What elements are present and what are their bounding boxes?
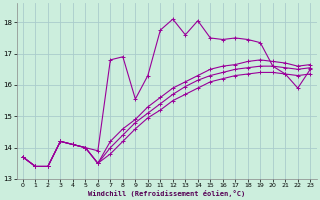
X-axis label: Windchill (Refroidissement éolien,°C): Windchill (Refroidissement éolien,°C) [88, 190, 245, 197]
